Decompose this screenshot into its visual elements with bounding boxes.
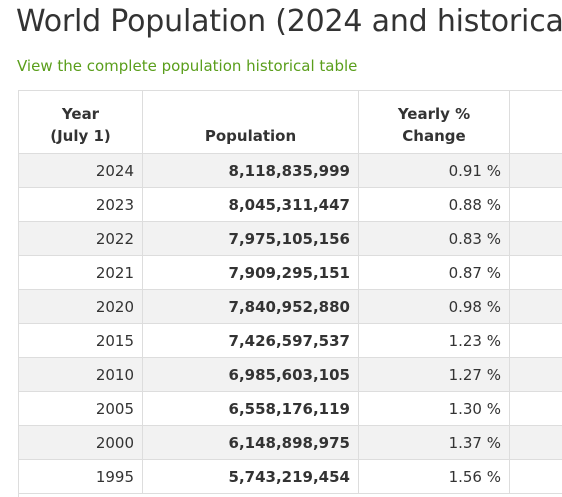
header-year[interactable]: Year (July 1) (19, 91, 143, 154)
cell-population: 5,743,219,454 (142, 459, 359, 494)
header-change-label: Yearly % (397, 105, 471, 123)
cell-year: 2020 (19, 289, 143, 324)
cell-yearly-change: 0.98 % (358, 289, 510, 324)
header-population-label: Population (204, 127, 297, 145)
historical-table-link[interactable]: View the complete population historical … (17, 57, 358, 75)
table-row: 2023 8,045,311,447 0.88 % (19, 187, 562, 222)
table-row: 2000 6,148,898,975 1.37 % (19, 425, 562, 460)
cell-next-column (509, 221, 562, 256)
header-next-column (509, 91, 562, 154)
cell-population: 7,426,597,537 (142, 323, 359, 358)
cell-yearly-change: 0.91 % (358, 153, 510, 188)
cell-next-column (509, 187, 562, 222)
population-table: Year (July 1) Population Yearly % Change… (19, 91, 562, 494)
table-header-row: Year (July 1) Population Yearly % Change (19, 91, 562, 154)
cell-year: 2021 (19, 255, 143, 290)
cell-yearly-change: 1.23 % (358, 323, 510, 358)
cell-year: 2024 (19, 153, 143, 188)
cell-next-column (509, 357, 562, 392)
table-row: 2022 7,975,105,156 0.83 % (19, 221, 562, 256)
cell-year: 2015 (19, 323, 143, 358)
cell-year: 2005 (19, 391, 143, 426)
cell-population: 8,118,835,999 (142, 153, 359, 188)
table-body: 2024 8,118,835,999 0.91 % 2023 8,045,311,447… (19, 153, 562, 494)
cell-year: 1995 (19, 459, 143, 494)
header-population[interactable]: Population (142, 91, 359, 154)
table-row: 2005 6,558,176,119 1.30 % (19, 391, 562, 426)
table-header: Year (July 1) Population Yearly % Change (19, 91, 562, 154)
page-title: World Population (2024 and historical) (16, 4, 562, 39)
cell-population: 7,909,295,151 (142, 255, 359, 290)
table-row: 2015 7,426,597,537 1.23 % (19, 323, 562, 358)
cell-yearly-change: 1.30 % (358, 391, 510, 426)
population-table-container[interactable]: Year (July 1) Population Yearly % Change… (18, 90, 562, 497)
cell-population: 8,045,311,447 (142, 187, 359, 222)
header-year-label: Year (61, 105, 100, 123)
table-row: 2024 8,118,835,999 0.91 % (19, 153, 562, 188)
header-yearly-change[interactable]: Yearly % Change (358, 91, 510, 154)
cell-population: 6,148,898,975 (142, 425, 359, 460)
cell-next-column (509, 425, 562, 460)
cell-next-column (509, 289, 562, 324)
cell-population: 7,975,105,156 (142, 221, 359, 256)
cell-yearly-change: 1.37 % (358, 425, 510, 460)
cell-yearly-change: 0.88 % (358, 187, 510, 222)
table-row: 1995 5,743,219,454 1.56 % (19, 459, 562, 494)
table-row: 2020 7,840,952,880 0.98 % (19, 289, 562, 324)
cell-yearly-change: 1.56 % (358, 459, 510, 494)
cell-yearly-change: 1.27 % (358, 357, 510, 392)
cell-next-column (509, 391, 562, 426)
cell-year: 2000 (19, 425, 143, 460)
cell-next-column (509, 255, 562, 290)
table-row: 2010 6,985,603,105 1.27 % (19, 357, 562, 392)
cell-year: 2023 (19, 187, 143, 222)
cell-yearly-change: 0.83 % (358, 221, 510, 256)
header-change-sublabel: Change (402, 127, 466, 145)
cell-next-column (509, 153, 562, 188)
cell-year: 2022 (19, 221, 143, 256)
table-row: 2021 7,909,295,151 0.87 % (19, 255, 562, 290)
cell-next-column (509, 459, 562, 494)
cell-population: 6,985,603,105 (142, 357, 359, 392)
cell-population: 7,840,952,880 (142, 289, 359, 324)
cell-year: 2010 (19, 357, 143, 392)
cell-next-column (509, 323, 562, 358)
cell-population: 6,558,176,119 (142, 391, 359, 426)
header-year-sublabel: (July 1) (50, 127, 111, 145)
cell-yearly-change: 0.87 % (358, 255, 510, 290)
